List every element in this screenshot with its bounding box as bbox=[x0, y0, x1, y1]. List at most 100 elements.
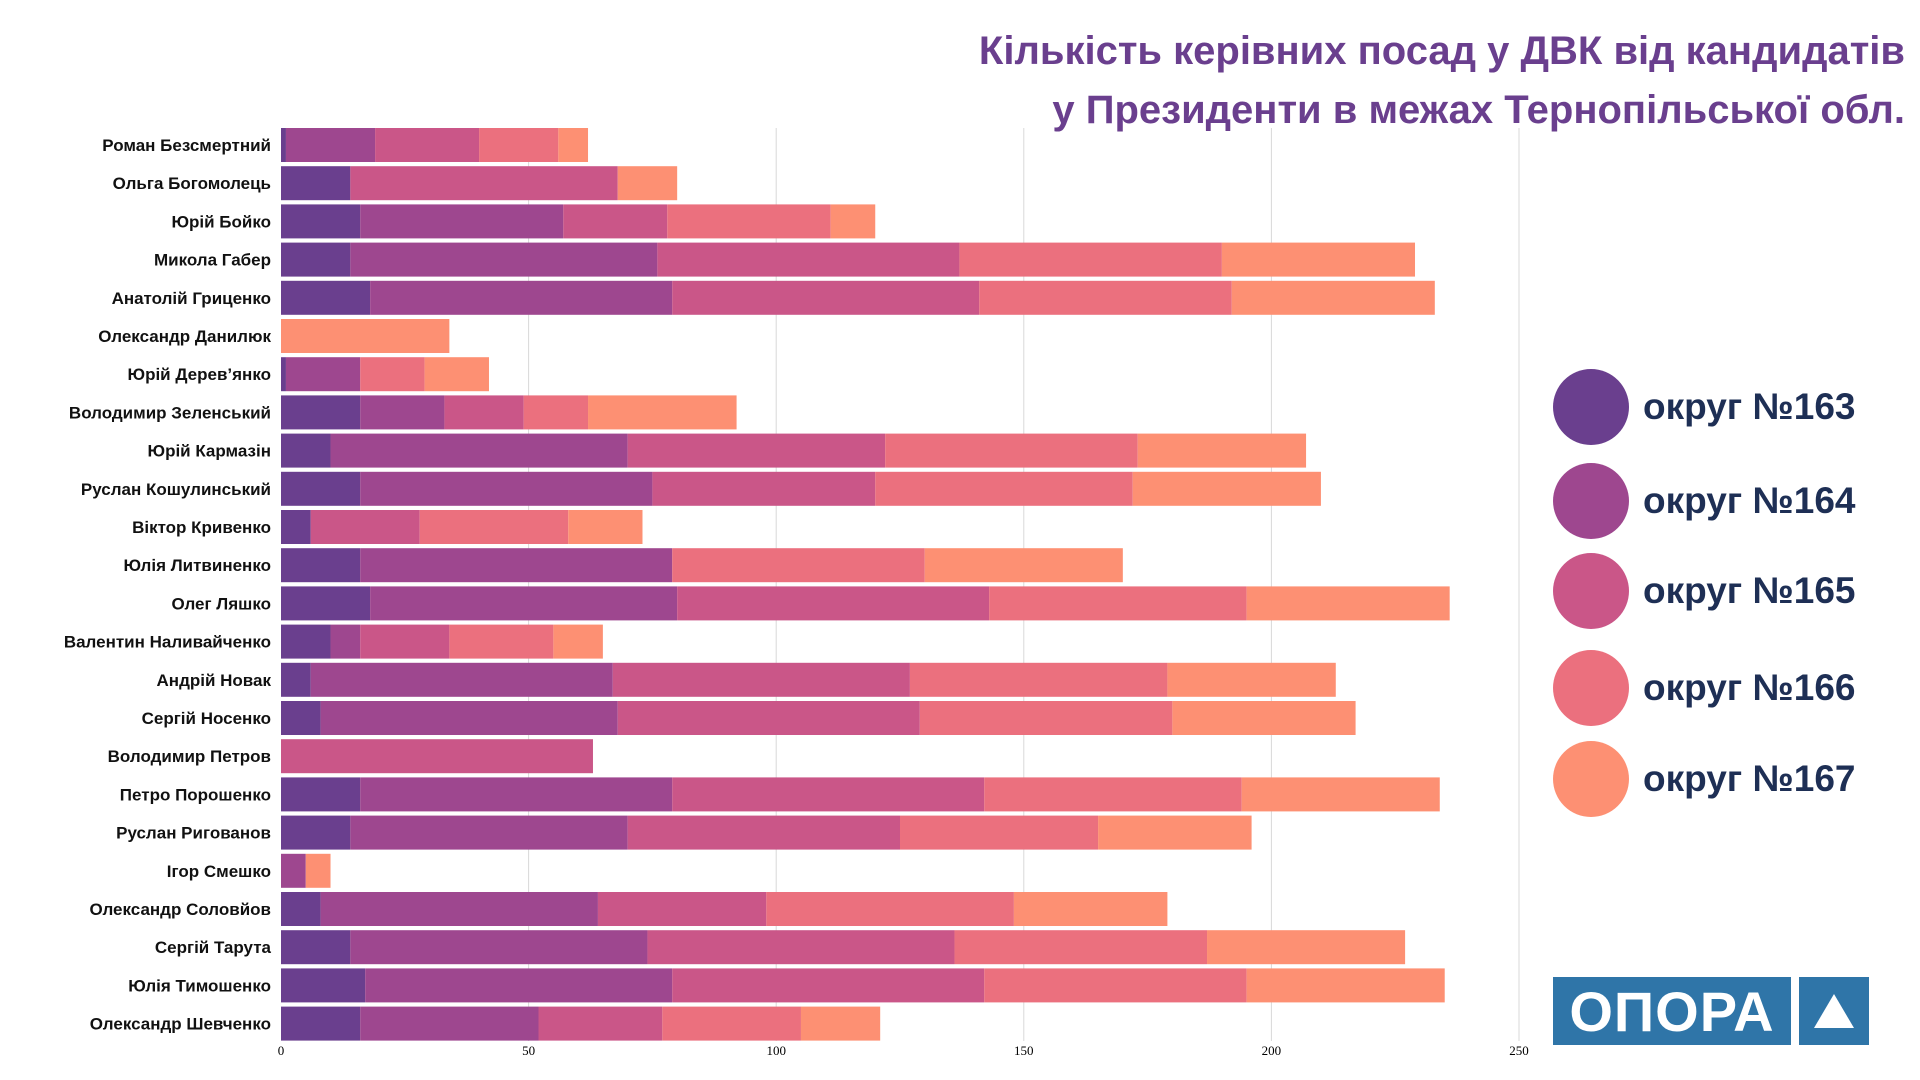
bar-segment bbox=[281, 242, 351, 277]
bar-segment bbox=[989, 586, 1247, 621]
legend-swatch bbox=[1553, 553, 1629, 629]
bar-segment bbox=[800, 1006, 881, 1041]
triangle-icon bbox=[1799, 977, 1869, 1045]
bar-segment bbox=[1207, 930, 1406, 965]
bar-segment bbox=[479, 128, 559, 162]
category-label: Ольга Богомолець bbox=[113, 174, 271, 193]
bar-segment bbox=[1231, 280, 1435, 315]
category-label: Анатолій Гриценко bbox=[112, 289, 271, 308]
legend-label: округ №164 bbox=[1643, 480, 1856, 521]
bar-segment bbox=[360, 357, 425, 392]
bar-segment bbox=[1221, 242, 1416, 277]
category-label: Олександр Шевченко bbox=[90, 1015, 271, 1034]
category-label: Юлія Литвиненко bbox=[123, 556, 271, 575]
bar-segment bbox=[281, 280, 371, 315]
bar-segment bbox=[281, 319, 450, 353]
bar-segment bbox=[553, 624, 603, 659]
bar-segment bbox=[617, 701, 920, 735]
category-label: Олег Ляшко bbox=[171, 594, 271, 613]
category-label: Руслан Ригованов bbox=[116, 824, 271, 843]
bar-segment bbox=[672, 777, 985, 812]
category-label: Юрій Бойко bbox=[171, 212, 271, 231]
legend-label: округ №166 bbox=[1643, 667, 1856, 708]
bar-segment bbox=[558, 128, 589, 162]
bar-segment bbox=[597, 892, 767, 926]
bar-segment bbox=[909, 662, 1168, 697]
legend-item: округ №165 bbox=[1553, 553, 1855, 629]
bar-segment bbox=[1013, 892, 1168, 926]
bar-segment bbox=[984, 968, 1247, 1003]
category-label: Віктор Кривенко bbox=[132, 518, 271, 537]
bar-segment bbox=[281, 395, 361, 430]
category-label: Володимир Зеленський bbox=[69, 403, 271, 422]
legend-item: округ №166 bbox=[1553, 650, 1855, 726]
bar-segment bbox=[1098, 815, 1252, 850]
bar-segment bbox=[672, 968, 985, 1003]
chart-title: Кількість керівних посад у ДВК від канди… bbox=[979, 22, 1905, 140]
category-label: Роман Безсмертний bbox=[102, 136, 271, 155]
bar-segment bbox=[1132, 471, 1321, 506]
category-label: Петро Порошенко bbox=[120, 785, 271, 804]
bar-segment bbox=[375, 128, 480, 162]
bar-segment bbox=[419, 510, 569, 544]
bar-segment bbox=[320, 892, 598, 926]
bar-segment bbox=[959, 242, 1222, 277]
bar-segment bbox=[281, 930, 351, 965]
bar-segment bbox=[350, 166, 618, 201]
bar-segment bbox=[281, 548, 361, 583]
bar-segment bbox=[360, 1006, 539, 1041]
bar-segment bbox=[360, 624, 450, 659]
category-label: Андрій Новак bbox=[157, 671, 272, 690]
category-label: Сергій Тарута bbox=[155, 938, 272, 957]
bar-segment bbox=[281, 1006, 361, 1041]
legend-item: округ №167 bbox=[1553, 741, 1855, 817]
legend-swatch bbox=[1553, 463, 1629, 539]
category-label: Олександр Данилюк bbox=[98, 327, 271, 346]
x-tick-label: 100 bbox=[766, 1043, 786, 1058]
bar-segment bbox=[281, 128, 286, 162]
bar-segment bbox=[281, 853, 306, 888]
legend-item: округ №164 bbox=[1553, 463, 1855, 539]
bar-segment bbox=[320, 701, 618, 735]
legend-label: округ №167 bbox=[1643, 758, 1856, 799]
bar-segment bbox=[984, 777, 1242, 812]
bar-segment bbox=[360, 471, 653, 506]
category-label: Руслан Кошулинський bbox=[81, 480, 271, 499]
bar-segment bbox=[538, 1006, 663, 1041]
bar-segment bbox=[919, 701, 1173, 735]
bar-segment bbox=[568, 510, 643, 544]
bar-segment bbox=[310, 510, 420, 544]
bar-segment bbox=[281, 777, 361, 812]
x-tick-label: 200 bbox=[1262, 1043, 1282, 1058]
bar-segment bbox=[370, 586, 678, 621]
category-label: Валентин Наливайченко bbox=[64, 633, 271, 652]
bar-segment bbox=[444, 395, 524, 430]
bar-segment bbox=[1137, 433, 1307, 468]
bar-segment bbox=[360, 395, 445, 430]
category-label: Олександр Соловйов bbox=[89, 900, 271, 919]
bar-segment bbox=[1241, 777, 1440, 812]
bar-segment bbox=[350, 815, 628, 850]
bar-segment bbox=[285, 128, 376, 162]
opora-logo: ОПОРА bbox=[1553, 977, 1869, 1045]
category-label: Володимир Петров bbox=[108, 747, 271, 766]
bar-segment bbox=[1246, 968, 1445, 1003]
bar-segment bbox=[1246, 586, 1450, 621]
legend-swatch bbox=[1553, 741, 1629, 817]
category-label: Ігор Смешко bbox=[167, 862, 271, 881]
bar-segment bbox=[350, 242, 658, 277]
bar-segment bbox=[662, 1006, 801, 1041]
bar-segment bbox=[672, 280, 980, 315]
bar-segment bbox=[647, 930, 955, 965]
bar-segment bbox=[830, 204, 876, 239]
bar-segment bbox=[523, 395, 589, 430]
bar-segment bbox=[627, 433, 886, 468]
bar-segment bbox=[281, 433, 331, 468]
bar-segment bbox=[281, 166, 351, 201]
bar-segment bbox=[900, 815, 1099, 850]
bar-segment bbox=[281, 624, 331, 659]
bar-segment bbox=[979, 280, 1232, 315]
bar-segment bbox=[677, 586, 990, 621]
category-label: Юрій Дерев’янко bbox=[128, 365, 271, 384]
